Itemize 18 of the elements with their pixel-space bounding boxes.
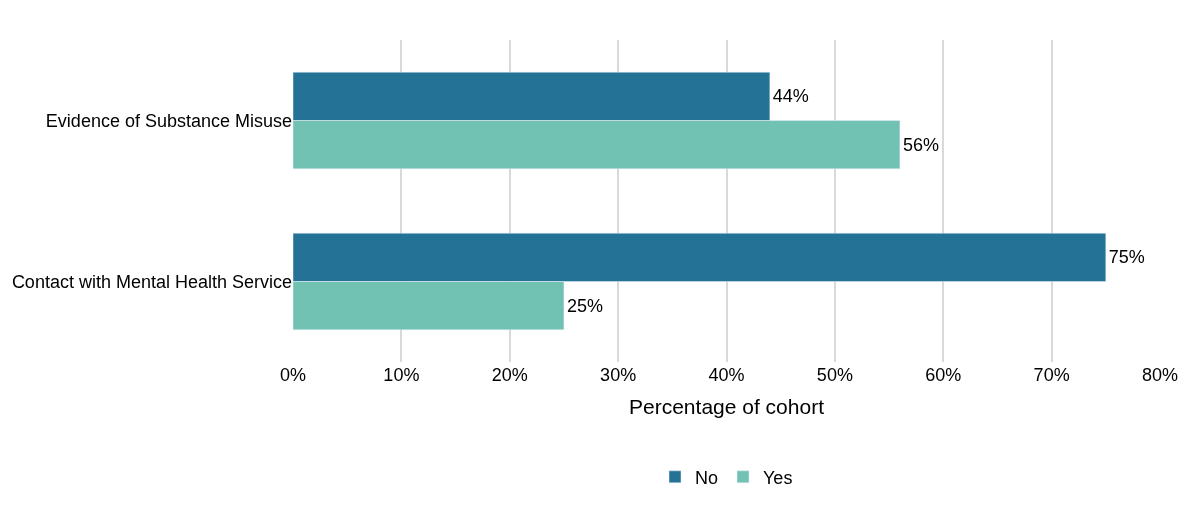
data-label: 56% [902, 134, 939, 155]
x-tick-label: 30% [600, 365, 637, 385]
x-tick-label: 70% [1033, 365, 1070, 385]
y-tick-label: Contact with Mental Health Service [11, 271, 292, 292]
x-tick-label: 40% [708, 365, 745, 385]
data-label: 44% [772, 86, 809, 107]
x-tick-label: 20% [491, 365, 528, 385]
legend-label: Yes [763, 467, 793, 488]
data-label: 75% [1108, 247, 1145, 268]
legend-label: No [695, 467, 719, 488]
y-tick-label: Evidence of Substance Misuse [45, 110, 292, 131]
x-tick-label: 80% [1141, 365, 1179, 385]
x-tick-label: 0% [279, 365, 307, 385]
x-axis-title: Percentage of cohort [629, 395, 825, 419]
data-label: 25% [566, 295, 603, 316]
x-tick-label: 10% [383, 365, 420, 385]
x-tick-label: 60% [925, 365, 962, 385]
x-tick-label: 50% [816, 365, 853, 385]
